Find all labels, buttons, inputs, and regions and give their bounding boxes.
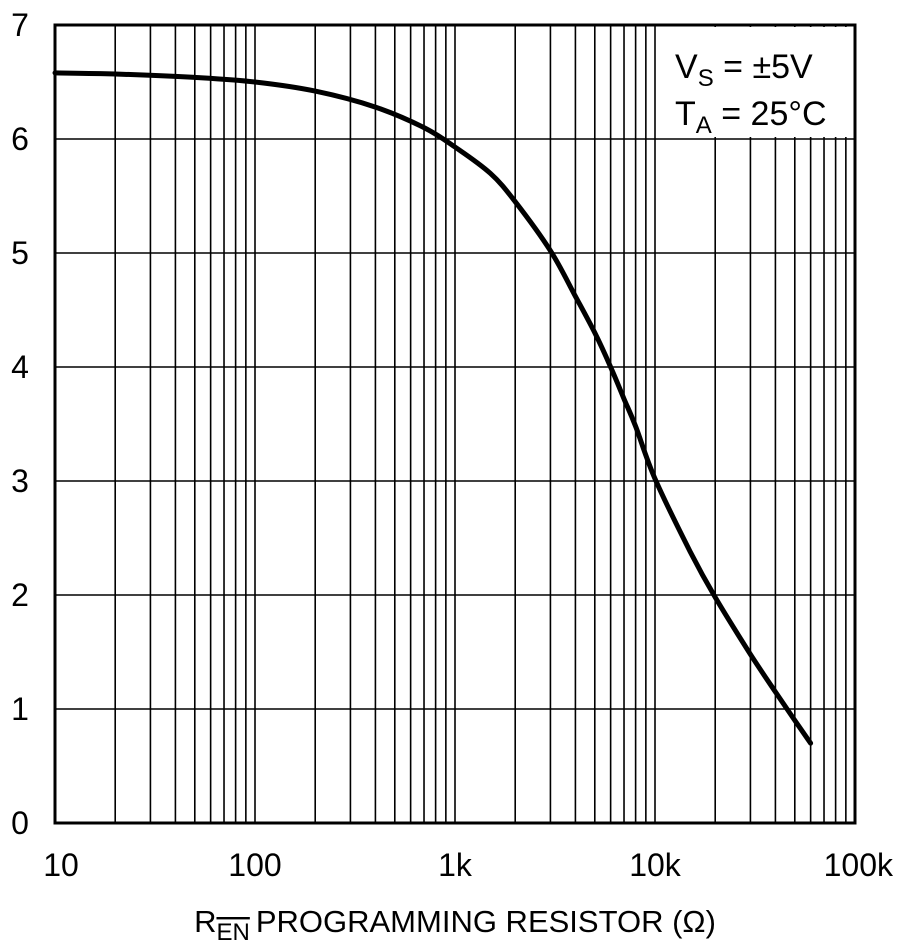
x-tick-label: 1k [438, 847, 473, 883]
x-tick-label: 10 [43, 847, 79, 883]
y-tick-label: 5 [11, 235, 29, 271]
y-tick-label: 7 [11, 7, 29, 43]
y-tick-label: 2 [11, 577, 29, 613]
annotation-background [672, 27, 853, 137]
y-tick-labels: 0 1 2 3 4 5 6 7 [11, 7, 29, 841]
series-group [52, 70, 814, 746]
y-tick-label: 6 [11, 121, 29, 157]
plot-frame [53, 23, 857, 825]
series-line [52, 70, 814, 746]
annotation-temperature: TA = 25°C [675, 95, 827, 139]
y-tick-label: 0 [11, 805, 29, 841]
y-tick-label: 3 [11, 463, 29, 499]
y-tick-label: 4 [11, 349, 29, 385]
annotation-box: VS = ±5V TA = 25°C [675, 48, 827, 139]
x-tick-label: 10k [629, 847, 682, 883]
x-tick-labels: 10 100 1k 10k 100k [43, 847, 894, 883]
y-tick-label: 1 [11, 691, 29, 727]
x-axis-title: REN PROGRAMMING RESISTOR (Ω) [194, 904, 716, 946]
x-tick-label: 100k [824, 847, 894, 883]
annotation-supply-voltage: VS = ±5V [675, 48, 813, 92]
x-tick-label: 100 [228, 847, 281, 883]
